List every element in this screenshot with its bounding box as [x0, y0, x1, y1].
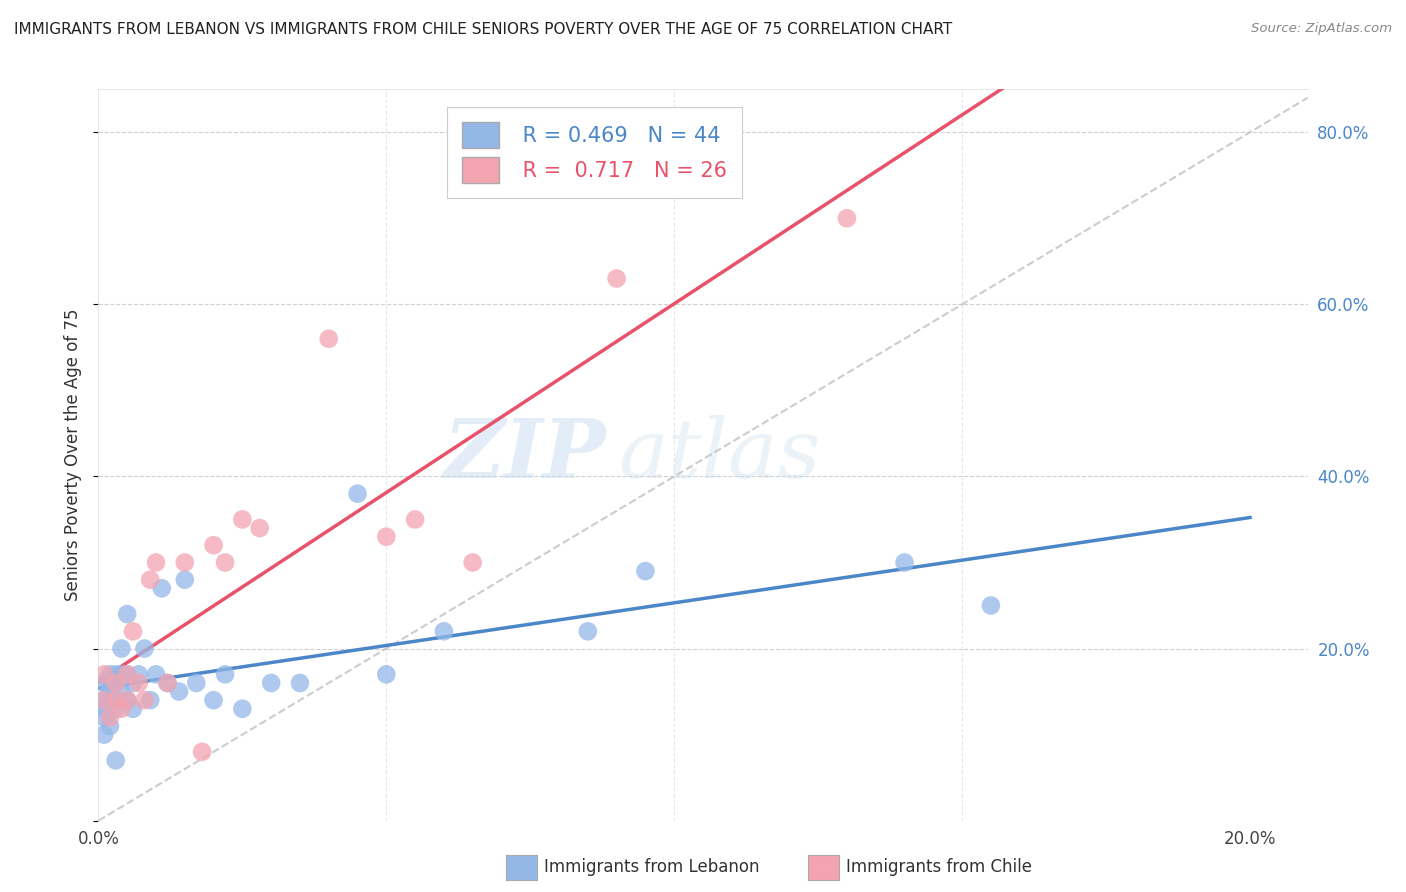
- Point: [115, 693, 138, 707]
- Point: [186, 676, 208, 690]
- Point: [93, 710, 115, 724]
- Point: [115, 607, 138, 621]
- Point: [115, 667, 138, 681]
- Point: [122, 624, 145, 639]
- Point: [214, 556, 236, 570]
- Point: [375, 667, 398, 681]
- Point: [156, 676, 179, 690]
- Point: [104, 676, 127, 690]
- Point: [288, 676, 311, 690]
- Point: [93, 693, 115, 707]
- Point: [128, 676, 150, 690]
- Point: [98, 710, 121, 724]
- Point: [98, 719, 121, 733]
- Point: [110, 667, 132, 681]
- Point: [173, 556, 195, 570]
- Point: [115, 667, 138, 681]
- Point: [202, 538, 225, 552]
- Legend:  R = 0.469   N = 44,  R =  0.717   N = 26: R = 0.469 N = 44, R = 0.717 N = 26: [447, 107, 742, 198]
- Point: [214, 667, 236, 681]
- Point: [606, 271, 628, 285]
- Point: [104, 702, 127, 716]
- Point: [893, 556, 915, 570]
- Point: [202, 693, 225, 707]
- Point: [318, 332, 340, 346]
- Point: [249, 521, 271, 535]
- Point: [145, 667, 167, 681]
- Point: [104, 753, 127, 767]
- Point: [150, 582, 173, 596]
- Point: [173, 573, 195, 587]
- Point: [93, 702, 115, 716]
- Point: [134, 693, 156, 707]
- Point: [139, 693, 162, 707]
- Point: [104, 667, 127, 681]
- Point: [122, 702, 145, 716]
- Point: [145, 556, 167, 570]
- Point: [134, 641, 156, 656]
- Point: [98, 667, 121, 681]
- Point: [835, 211, 858, 226]
- Point: [433, 624, 456, 639]
- Point: [128, 667, 150, 681]
- Point: [231, 512, 253, 526]
- Point: [110, 641, 132, 656]
- Point: [156, 676, 179, 690]
- Point: [93, 667, 115, 681]
- Point: [634, 564, 657, 578]
- Point: [104, 693, 127, 707]
- Point: [576, 624, 599, 639]
- Point: [104, 693, 127, 707]
- Point: [260, 676, 283, 690]
- Point: [346, 486, 368, 500]
- Point: [98, 676, 121, 690]
- Point: [375, 530, 398, 544]
- Point: [98, 693, 121, 707]
- Text: Immigrants from Chile: Immigrants from Chile: [846, 858, 1032, 876]
- Point: [231, 702, 253, 716]
- Point: [980, 599, 1002, 613]
- Point: [139, 573, 162, 587]
- Y-axis label: Seniors Poverty Over the Age of 75: Seniors Poverty Over the Age of 75: [65, 309, 83, 601]
- Point: [93, 728, 115, 742]
- Point: [93, 676, 115, 690]
- Point: [115, 693, 138, 707]
- Point: [122, 676, 145, 690]
- Text: Immigrants from Lebanon: Immigrants from Lebanon: [544, 858, 759, 876]
- Point: [191, 745, 214, 759]
- Point: [461, 556, 484, 570]
- Text: IMMIGRANTS FROM LEBANON VS IMMIGRANTS FROM CHILE SENIORS POVERTY OVER THE AGE OF: IMMIGRANTS FROM LEBANON VS IMMIGRANTS FR…: [14, 22, 952, 37]
- Point: [110, 684, 132, 698]
- Point: [98, 684, 121, 698]
- Point: [93, 693, 115, 707]
- Text: Source: ZipAtlas.com: Source: ZipAtlas.com: [1251, 22, 1392, 36]
- Point: [167, 684, 190, 698]
- Point: [110, 702, 132, 716]
- Point: [404, 512, 426, 526]
- Text: atlas: atlas: [619, 415, 821, 495]
- Point: [104, 676, 127, 690]
- Text: ZIP: ZIP: [444, 415, 606, 495]
